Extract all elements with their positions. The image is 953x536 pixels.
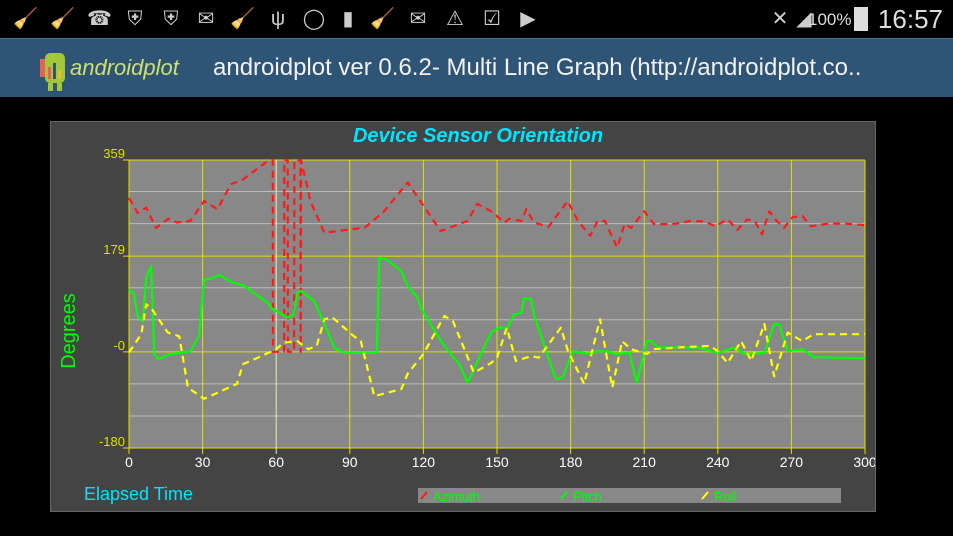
shield-icon: ⛨ — [127, 8, 143, 30]
legend: Azimuth Pitch Roll — [418, 488, 841, 504]
xy-plot-widget: Device Sensor Orientation Degrees Elapse… — [50, 121, 877, 512]
status-bar: 🧹 🧹 ☎ ⛨ ⛨ ✉ 🧹 ψ ◯ ▮ 🧹 ✉ ⚠ ☑ ▶ ✕ ◢ 100% 16:57 — [0, 0, 953, 38]
x-tick-label: 300 — [853, 454, 875, 470]
grid — [123, 159, 866, 454]
clean-master-alert-icon: 🧹 — [50, 8, 75, 30]
x-tick-label: 240 — [706, 454, 730, 470]
x-tick-label: 90 — [342, 454, 358, 470]
legend-label: Azimuth — [433, 489, 480, 504]
broom-icon: 🧹 — [230, 8, 255, 30]
email-icon: ✉ — [197, 8, 215, 30]
clipboard-check-icon: ☑ — [483, 8, 501, 30]
missed-call-icon: ☎ — [87, 8, 112, 30]
legend-swatch-azimuth — [420, 491, 428, 500]
broom-icon: 🧹 — [370, 8, 395, 30]
y-tick-label: -180 — [99, 434, 125, 449]
logo-text: androidplot — [70, 55, 180, 80]
battery-percent: 100% — [808, 10, 852, 29]
warning-icon: ⚠ — [446, 8, 464, 30]
clock: 16:57 — [877, 4, 943, 34]
chart-title: Device Sensor Orientation — [353, 125, 603, 147]
androidplot-logo: androidplot — [40, 53, 180, 91]
legend-swatch-roll — [701, 491, 709, 500]
x-tick-label: 0 — [125, 454, 133, 470]
mute-icon: ✕ — [771, 8, 789, 30]
series-line-roll — [128, 303, 865, 400]
usb-icon: ψ — [270, 8, 286, 30]
app-title: androidplot ver 0.6.2- Multi Line Graph … — [213, 54, 862, 81]
y-tick-label: 179 — [103, 242, 125, 257]
email-at-icon: ✉ — [409, 8, 427, 30]
whatsapp-icon: ◯ — [302, 8, 326, 30]
x-tick-label: 180 — [559, 454, 583, 470]
y-tick-label: -0 — [113, 338, 125, 353]
x-tick-label: 210 — [633, 454, 657, 470]
legend-swatch-pitch — [560, 491, 568, 500]
signal-icon: ◢ — [796, 8, 812, 30]
x-axis-label: Elapsed Time — [84, 484, 193, 504]
clipboard-play-icon: ▶ — [520, 8, 536, 30]
y-tick-label: 359 — [103, 146, 125, 161]
series-line-azimuth — [128, 158, 866, 353]
y-axis-label: Degrees — [58, 293, 80, 369]
orientation-chart: Device Sensor Orientation Degrees Elapse… — [58, 125, 877, 504]
legend-label: Pitch — [573, 489, 602, 504]
x-tick-label: 270 — [780, 454, 804, 470]
battery-icon — [854, 7, 868, 31]
series-lines — [128, 158, 866, 400]
clean-master-alert-icon: 🧹 — [13, 8, 38, 30]
battery-100-icon: ▮ — [342, 8, 354, 30]
x-tick-label: 30 — [195, 454, 211, 470]
legend-box — [418, 488, 841, 503]
action-bar: androidplot androidplot ver 0.6.2- Multi… — [0, 38, 953, 97]
x-tick-label: 150 — [485, 454, 509, 470]
x-tick-label: 120 — [412, 454, 436, 470]
legend-label: Roll — [714, 489, 737, 504]
x-tick-label: 60 — [268, 454, 284, 470]
series-line-pitch — [128, 256, 866, 384]
shield-icon: ⛨ — [163, 8, 179, 30]
